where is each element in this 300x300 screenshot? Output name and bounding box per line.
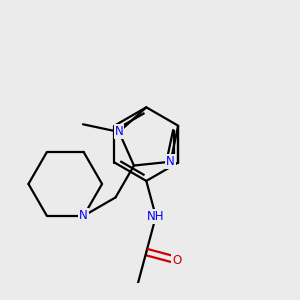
Text: O: O [172,254,181,267]
Text: N: N [79,209,88,222]
Text: NH: NH [147,210,165,223]
Text: N: N [115,125,123,138]
Text: N: N [166,155,175,168]
